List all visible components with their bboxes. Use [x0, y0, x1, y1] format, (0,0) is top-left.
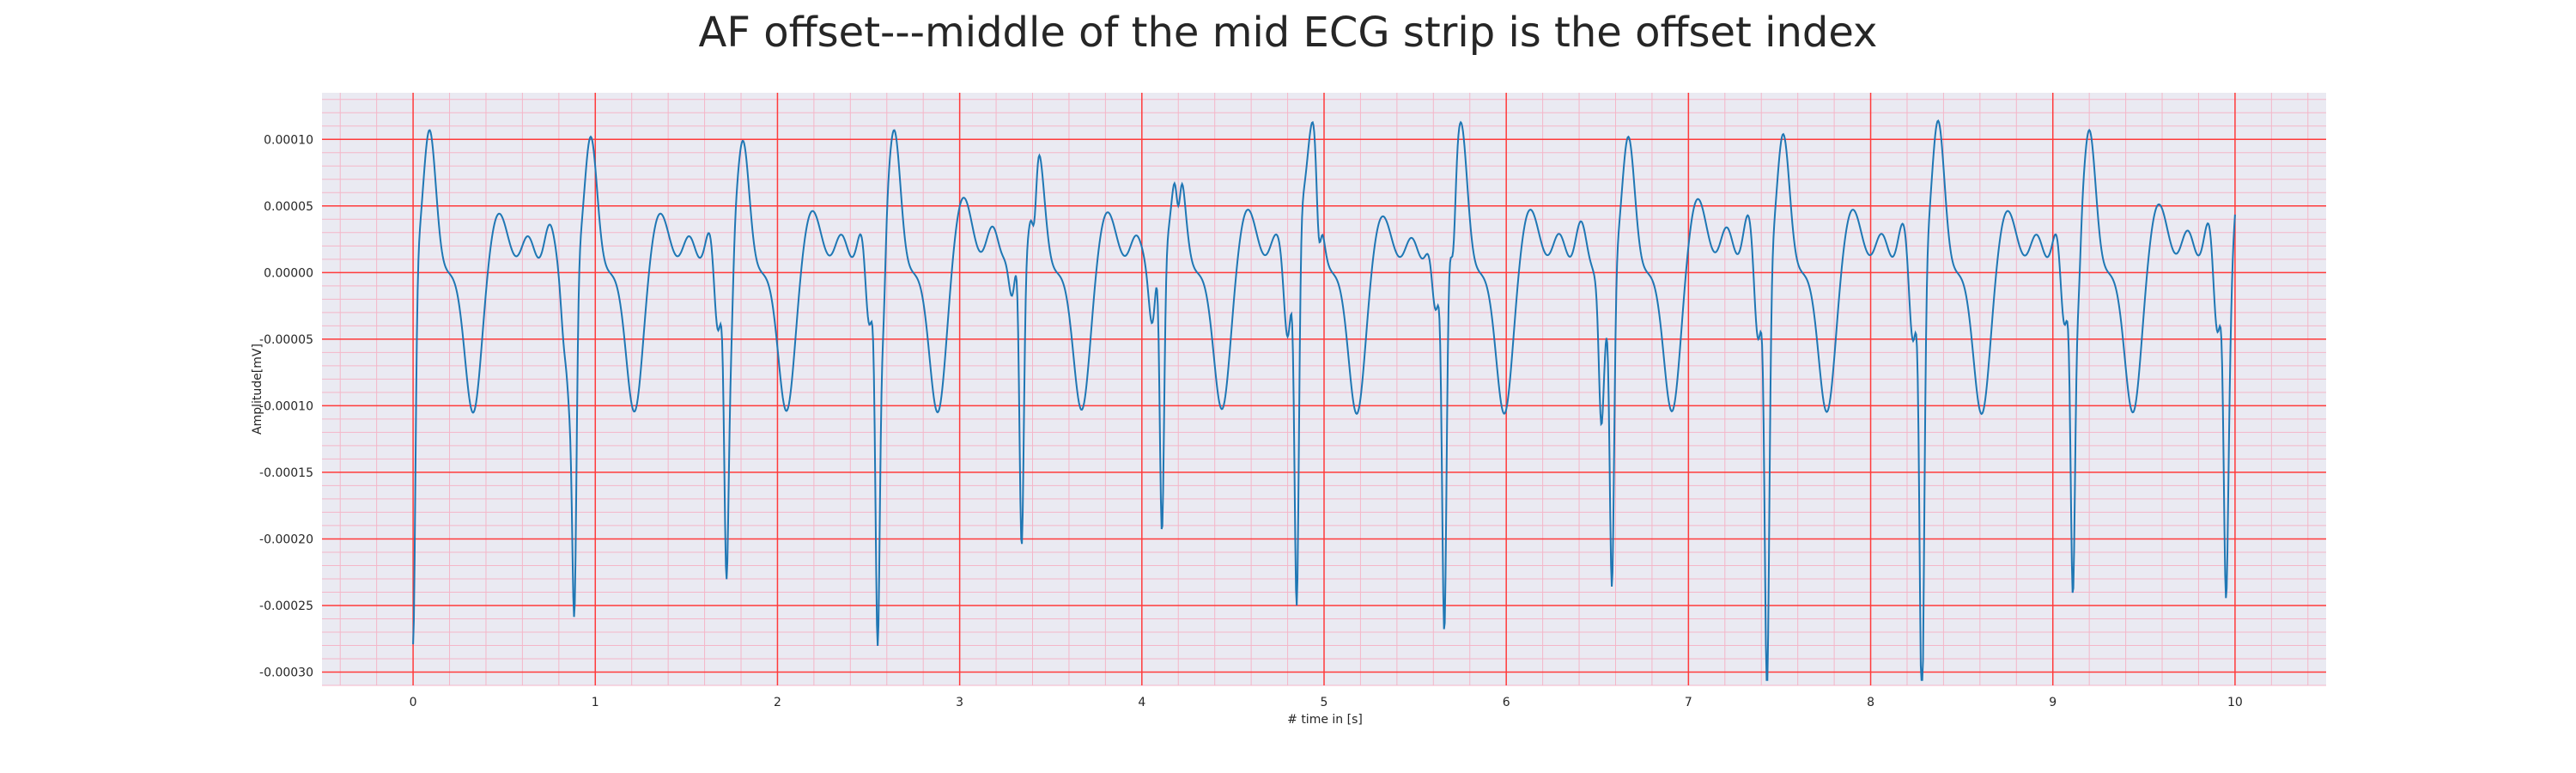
y-axis-label: Amplitude[mV]	[251, 344, 264, 435]
x-tick-label: 3	[956, 696, 963, 709]
y-tick-label: 0.00000	[264, 266, 313, 280]
x-tick-label: 6	[1503, 696, 1510, 709]
major-grid	[322, 93, 2326, 685]
x-axis-label: # time in [s]	[1287, 713, 1363, 727]
y-axis-ticks: 0.00010 0.00005 0.00000 -0.00005 -0.00010 -0.…	[259, 133, 313, 679]
y-tick-label: -0.00015	[259, 466, 313, 480]
x-tick-label: 4	[1138, 696, 1145, 709]
y-tick-label: -0.00025	[259, 600, 313, 613]
x-tick-label: 1	[592, 696, 599, 709]
x-tick-label: 5	[1321, 696, 1328, 709]
x-tick-label: 8	[1867, 696, 1874, 709]
y-tick-label: -0.00005	[259, 333, 313, 347]
x-tick-label: 9	[2049, 696, 2057, 709]
chart-title: AF offset---middle of the mid ECG strip …	[698, 9, 1878, 57]
y-tick-label: -0.00010	[259, 399, 313, 413]
series-layer	[412, 119, 2236, 681]
y-tick-label: 0.00005	[264, 200, 313, 214]
x-tick-label: 10	[2227, 696, 2243, 709]
ecg-series-line	[412, 119, 2236, 681]
x-tick-label: 2	[774, 696, 781, 709]
y-tick-label: 0.00010	[264, 133, 313, 147]
y-tick-label: -0.00030	[259, 666, 313, 679]
x-axis-ticks: 0 1 2 3 4 5 6 7 8 9 10	[410, 696, 2243, 709]
x-tick-label: 0	[410, 696, 417, 709]
y-tick-label: -0.00020	[259, 533, 313, 546]
x-tick-label: 7	[1685, 696, 1692, 709]
